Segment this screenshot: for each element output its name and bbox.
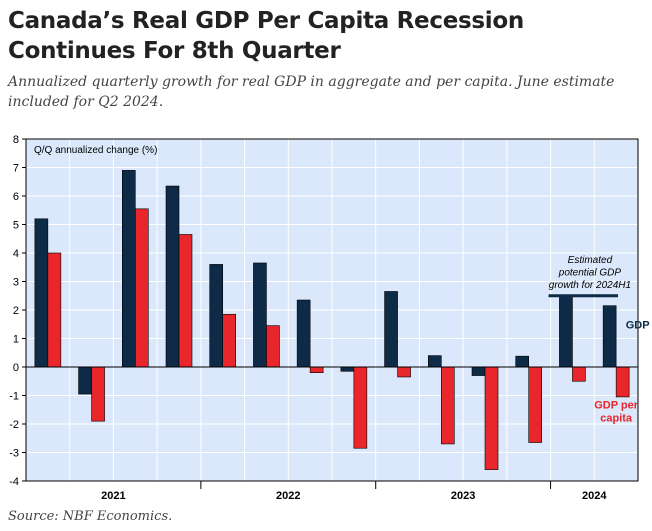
y-tick-label: 6 [13, 191, 19, 203]
bar-gdp-per-capita [134, 208, 149, 368]
bar-gdp [165, 185, 180, 368]
y-tick-label: 2 [13, 305, 19, 317]
bar-gdp-per-capita [91, 366, 105, 422]
potential-growth-annotation: Estimated [568, 255, 613, 266]
chart-subtitle: Annualized quarterly growth for real GDP… [8, 74, 615, 110]
bar-gdp-per-capita [266, 325, 280, 368]
potential-growth-annotation: potential GDP [558, 267, 622, 278]
y-tick-label: -3 [9, 448, 19, 460]
y-tick-label: -2 [9, 419, 19, 431]
bar-gdp [602, 305, 617, 368]
plot-border [25, 138, 639, 482]
y-tick-label: 0 [13, 362, 19, 374]
bar-gdp-per-capita [397, 366, 411, 378]
gdp-series-label: GDP [626, 320, 650, 332]
y-axis-title: Q/Q annualized change (%) [34, 145, 157, 156]
bar-gdp-per-capita [572, 366, 586, 382]
year-label: 2021 [101, 490, 125, 502]
bar-gdp [340, 366, 355, 372]
potential-growth-annotation: growth for 2024H1 [549, 280, 631, 291]
y-tick-label: -1 [9, 391, 19, 403]
bar-gdp-per-capita [222, 313, 237, 368]
bar-gdp [209, 264, 224, 368]
bar-gdp [78, 366, 92, 395]
bar-gdp [34, 218, 49, 368]
bar-gdp-per-capita [178, 234, 193, 368]
year-label: 2024 [582, 490, 607, 502]
bar-gdp-per-capita [484, 366, 499, 470]
bar-gdp-per-capita [440, 366, 455, 445]
bar-gdp-per-capita [309, 366, 324, 373]
source-note: Source: NBF Economics. [8, 509, 173, 524]
gdp-per-capita-series-label: capita [600, 412, 633, 424]
bar-gdp-per-capita [353, 366, 368, 449]
y-tick-label: 7 [13, 163, 19, 175]
bar-gdp [559, 295, 573, 368]
year-label: 2022 [276, 490, 300, 502]
y-tick-label: -4 [9, 476, 19, 488]
gdp-per-capita-series-label: GDP per [594, 399, 639, 411]
bar-gdp [471, 366, 486, 376]
bar-gdp-per-capita [615, 366, 630, 398]
y-tick-label: 5 [13, 220, 19, 232]
y-tick-label: 4 [13, 248, 19, 260]
y-tick-label: 3 [13, 277, 19, 289]
bar-gdp [253, 262, 267, 368]
bar-gdp [384, 291, 398, 368]
chart-title: Canada’s Real GDP Per Capita Recession C… [8, 8, 524, 64]
bar-gdp [515, 355, 530, 368]
y-tick-label: 8 [13, 134, 19, 146]
y-tick-label: 1 [13, 334, 19, 346]
bar-gdp [427, 355, 442, 368]
year-label: 2023 [451, 490, 475, 502]
bar-gdp [121, 170, 136, 368]
bar-gdp [296, 299, 311, 368]
bar-gdp-per-capita [528, 366, 543, 443]
bar-gdp-per-capita [47, 252, 62, 368]
